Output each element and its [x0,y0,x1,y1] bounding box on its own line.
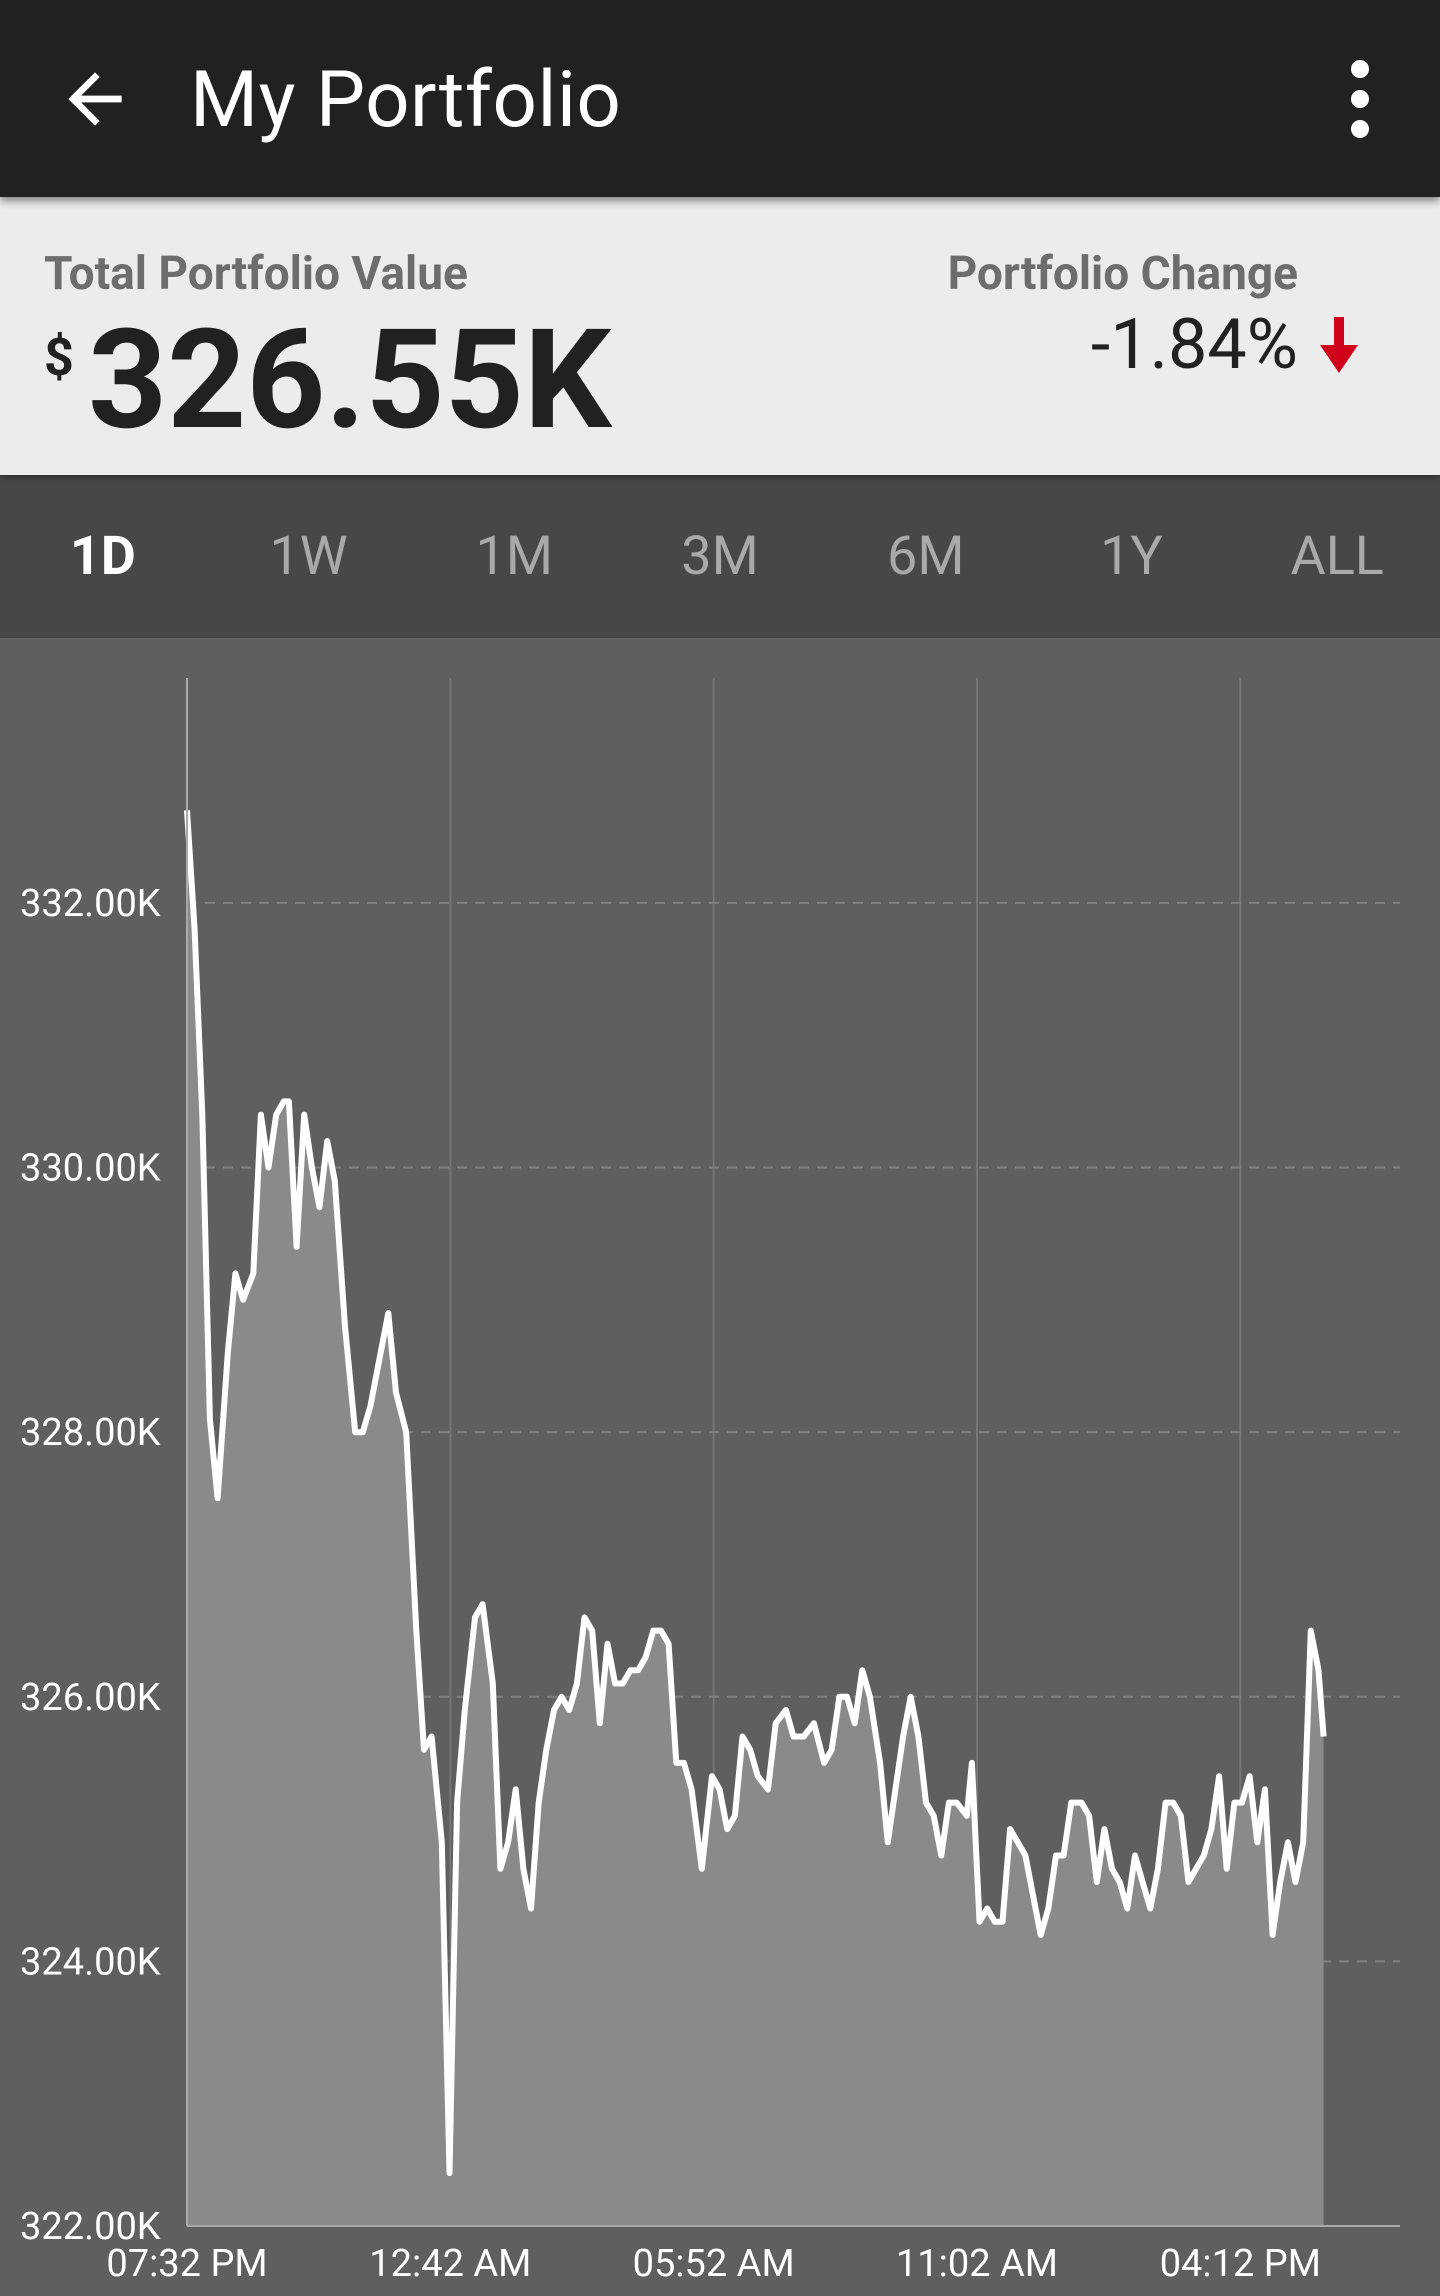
x-tick-label: 05:52 AM [633,2242,795,2286]
tab-all[interactable]: ALL [1290,525,1384,588]
tab-6m[interactable]: 6M [886,525,965,588]
y-tick-label: 322.00K [20,2205,161,2249]
y-tick-label: 332.00K [20,882,161,926]
series-area [187,810,1324,2226]
change-label: Portfolio Change [947,247,1298,301]
total-value-label: Total Portfolio Value [44,247,468,301]
tab-3m[interactable]: 3M [681,525,759,588]
back-button[interactable] [40,44,150,154]
y-tick-label: 330.00K [20,1147,161,1191]
arrow-left-icon [68,72,122,126]
overflow-menu-button[interactable] [1310,44,1410,154]
total-value: 326.55K [88,299,612,461]
tab-1w[interactable]: 1W [269,525,348,588]
currency-symbol: $ [44,327,74,388]
arrow-down-icon [1320,317,1358,373]
app-bar: My Portfolio [0,0,1440,197]
y-tick-label: 326.00K [20,1676,161,1720]
y-tick-label: 324.00K [20,1940,161,1984]
change-value: -1.84% [1090,304,1298,386]
x-tick-label: 07:32 PM [106,2242,267,2286]
tab-1y[interactable]: 1Y [1100,525,1163,588]
y-tick-label: 328.00K [20,1411,161,1455]
more-vert-icon [1351,60,1369,138]
x-tick-label: 12:42 AM [369,2242,531,2286]
series-line [184,810,1327,2177]
page-title: My Portfolio [190,55,622,146]
x-tick-label: 04:12 PM [1160,2242,1321,2286]
tab-1d[interactable]: 1D [69,525,136,588]
x-tick-label: 11:02 AM [896,2242,1058,2286]
portfolio-chart[interactable]: 332.00K 330.00K 328.00K 326.00K 324.00K 322.0… [0,638,1440,2296]
portfolio-summary: Total Portfolio Value $ 326.55K Portfoli… [0,197,1440,475]
range-tabs: 1D 1W 1M 3M 6M 1Y ALL [0,475,1440,638]
chart-svg: 332.00K 330.00K 328.00K 326.00K 324.00K 322.0… [20,678,1400,2286]
tab-1m[interactable]: 1M [475,525,554,588]
